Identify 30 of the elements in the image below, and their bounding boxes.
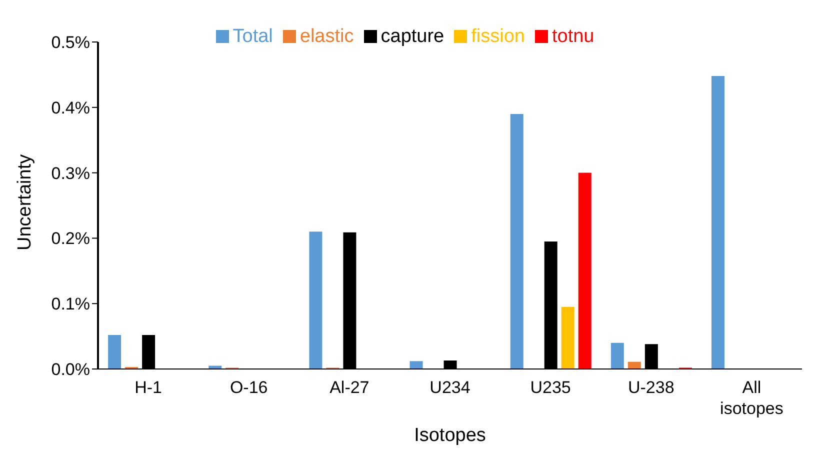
bar xyxy=(711,76,724,369)
legend-label: elastic xyxy=(300,26,354,47)
bar xyxy=(578,172,592,369)
bar xyxy=(208,366,222,369)
y-tick-label: 0.1% xyxy=(51,294,90,314)
bar xyxy=(410,361,423,369)
x-tick-label: U234 xyxy=(430,378,470,397)
x-tick-label: Al-27 xyxy=(330,378,370,397)
legend-label: Total xyxy=(232,26,273,47)
legend-label: fission xyxy=(471,26,525,47)
y-axis-title: Uncertainty xyxy=(14,154,36,250)
bar xyxy=(108,334,122,369)
bar xyxy=(309,232,322,369)
y-tick-label: 0.4% xyxy=(51,98,90,118)
x-axis-title: Isotopes xyxy=(414,425,486,446)
bar xyxy=(561,306,574,369)
bar xyxy=(510,114,524,369)
legend-label: capture xyxy=(380,26,444,47)
y-tick-label: 0.2% xyxy=(51,229,90,248)
x-tick-label: O-16 xyxy=(230,378,268,397)
y-tick-label: 0.3% xyxy=(51,164,90,183)
x-tick-label: H-1 xyxy=(134,378,162,397)
bar xyxy=(610,342,624,369)
y-tick-label: 0.5% xyxy=(51,33,90,52)
x-tick-label: U235 xyxy=(530,378,571,397)
y-tick-label: 0.0% xyxy=(51,360,90,380)
legend-label: totnu xyxy=(552,26,594,47)
x-tick-label: U-238 xyxy=(628,378,674,397)
bar xyxy=(628,362,641,369)
x-tick-label: All isotopes xyxy=(720,378,784,418)
